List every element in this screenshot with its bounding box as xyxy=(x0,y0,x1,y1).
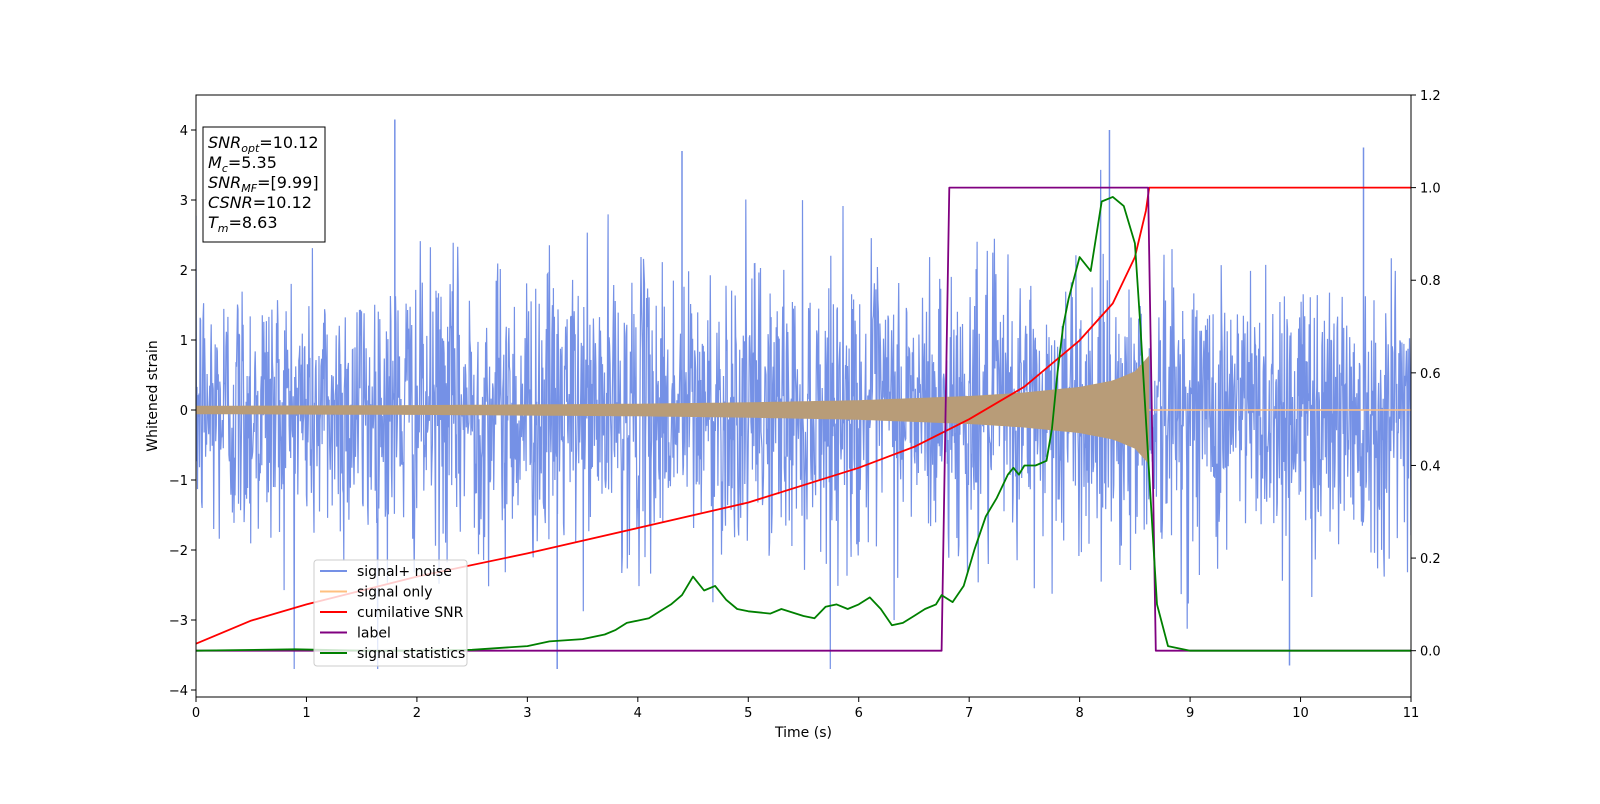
x-tick-label: 9 xyxy=(1186,706,1194,721)
x-tick-label: 2 xyxy=(413,706,421,721)
x-tick-label: 11 xyxy=(1403,706,1420,721)
annotation-value: =10.12 xyxy=(253,193,312,212)
noise-trace xyxy=(196,169,1411,670)
annotation-value: =[9.99] xyxy=(257,173,319,192)
y-tick-label: 4 xyxy=(180,124,188,139)
y-tick-label: −3 xyxy=(169,614,188,629)
x-tick-label: 7 xyxy=(965,706,973,721)
x-axis-label: Time (s) xyxy=(774,725,832,741)
y-tick-label: −2 xyxy=(169,544,188,559)
y2-tick-label: 1.2 xyxy=(1420,89,1441,104)
series-signal-plus-noise xyxy=(196,119,1411,670)
annotation-symbol: SNR xyxy=(208,133,241,152)
y2-tick-label: 0.4 xyxy=(1420,459,1441,474)
legend-label: signal only xyxy=(357,585,432,601)
y-axis-right: 0.0 0.2 0.4 0.6 0.8 1.0 1.2 xyxy=(1411,89,1441,660)
y-tick-label: −1 xyxy=(169,474,188,489)
annotation-subscript: c xyxy=(222,162,228,175)
annotation-symbol: M xyxy=(208,153,222,172)
y2-tick-label: 0.6 xyxy=(1420,367,1441,382)
series-signal-statistics xyxy=(196,196,1411,652)
annotation-value: =8.63 xyxy=(229,213,278,232)
x-tick-label: 3 xyxy=(523,706,531,721)
legend-label: cumilative SNR xyxy=(357,605,464,621)
y-tick-label: 1 xyxy=(180,334,188,349)
y-axis-left: −4 −3 −2 −1 0 1 2 3 4 xyxy=(169,124,196,699)
annotation-line: Tm=8.63 xyxy=(208,213,278,235)
annotation-symbol: T xyxy=(208,213,219,232)
annotation-line: CSNR=10.12 xyxy=(208,193,312,212)
annotation-line: SNRopt=10.12 xyxy=(208,133,319,155)
x-tick-label: 6 xyxy=(855,706,863,721)
y2-tick-label: 0.2 xyxy=(1420,552,1441,567)
x-tick-label: 10 xyxy=(1292,706,1309,721)
y-tick-label: 2 xyxy=(180,264,188,279)
annotation-subscript: opt xyxy=(241,142,260,155)
annotation-subscript: m xyxy=(218,222,229,235)
x-tick-label: 0 xyxy=(192,706,200,721)
y2-tick-label: 1.0 xyxy=(1420,182,1441,197)
y2-tick-label: 0.8 xyxy=(1420,274,1441,289)
x-tick-label: 1 xyxy=(302,706,310,721)
signal-envelope xyxy=(196,355,1150,465)
annotation-symbol: SNR xyxy=(208,173,241,192)
annotation-frame xyxy=(202,126,326,243)
legend-label: signal+ noise xyxy=(357,564,452,580)
y-tick-label: 3 xyxy=(180,194,188,209)
x-tick-label: 8 xyxy=(1075,706,1083,721)
annotation-box: SNRopt=10.12Mc=5.35SNRMF=[9.99]CSNR=10.1… xyxy=(202,126,326,243)
annotation-value: =10.12 xyxy=(259,133,318,152)
y-tick-label: −4 xyxy=(169,684,188,699)
annotation-symbol: CSNR xyxy=(208,193,253,212)
series-signal-only xyxy=(196,355,1411,465)
y2-tick-label: 0.0 xyxy=(1420,645,1441,660)
x-tick-label: 5 xyxy=(744,706,752,721)
x-axis: 0 1 2 3 4 5 6 7 8 9 10 11 xyxy=(192,697,1419,721)
legend-frame xyxy=(313,559,468,667)
annotation-value: =5.35 xyxy=(228,153,277,172)
y-tick-label: 0 xyxy=(180,404,188,419)
annotation-line: SNRMF=[9.99] xyxy=(208,173,319,195)
y-axis-label: Whitened strain xyxy=(145,340,161,451)
plot-frame xyxy=(195,94,1412,698)
annotation-subscript: MF xyxy=(241,182,257,195)
legend-label: signal statistics xyxy=(357,646,465,662)
x-tick-label: 4 xyxy=(634,706,642,721)
legend-label: label xyxy=(357,626,391,642)
annotation-line: Mc=5.35 xyxy=(208,153,277,175)
legend: signal+ noise signal only cumilative SNR la… xyxy=(313,559,468,667)
